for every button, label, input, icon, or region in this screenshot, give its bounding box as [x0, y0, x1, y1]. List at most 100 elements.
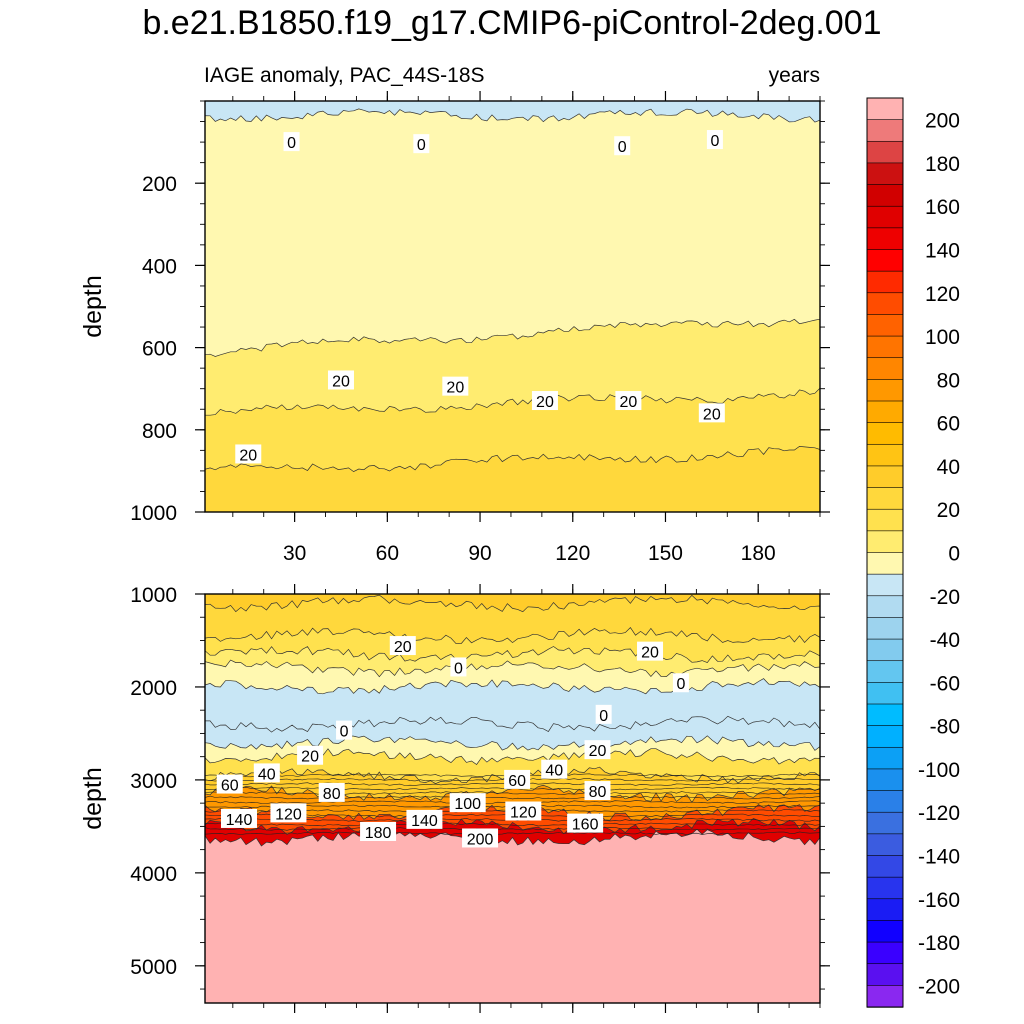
colorbar-label: 200 [925, 110, 960, 133]
contour-label-text: 180 [365, 825, 392, 842]
y-tick-label: 5000 [130, 956, 177, 979]
contour-label: 120 [505, 801, 542, 822]
contour-label-box [360, 821, 397, 841]
colorbar-box [866, 97, 904, 121]
colorbar-box [866, 292, 904, 316]
colorbar-box [866, 530, 904, 554]
colorbar-box [866, 617, 904, 640]
y-axis-label: depth [79, 767, 107, 830]
contour-label-box [595, 704, 612, 724]
colorbar-box [866, 573, 904, 597]
contour-label-box [462, 828, 499, 848]
contour-label: 20 [615, 391, 642, 411]
y-tick-label: 4000 [130, 863, 177, 886]
colorbar-box [866, 335, 904, 359]
colorbar-box [866, 249, 904, 272]
contour-label-box [615, 391, 642, 411]
x-tick-label: 120 [555, 542, 590, 565]
contour-label-text: 80 [323, 786, 341, 803]
contour-label: 60 [216, 774, 243, 795]
contour-label-text: 20 [641, 645, 659, 662]
lower-field [205, 594, 820, 1003]
colorbar-box [866, 985, 904, 1008]
colorbar-label: 120 [925, 283, 960, 306]
colorbar-box [866, 357, 904, 381]
y-tick-label: 2000 [130, 677, 177, 700]
y-tick-label: 1000 [130, 502, 177, 525]
contour-label-box [449, 793, 486, 813]
contour-label: 0 [706, 130, 723, 150]
colorbar-box [866, 508, 904, 532]
contour-label-text: 20 [446, 380, 464, 397]
y-tick-label: 1000 [130, 584, 177, 607]
contour-label-text: 200 [467, 831, 494, 848]
left-string: IAGE anomaly, PAC_44S-18S [204, 64, 485, 87]
contour-label-box [450, 657, 467, 677]
contour-label-box [584, 740, 611, 760]
colorbar-label: 180 [925, 153, 960, 176]
colorbar-box [866, 725, 904, 748]
contour-label-box [505, 801, 542, 821]
colorbar-box [866, 205, 904, 229]
colorbar-box [866, 595, 904, 619]
y-tick-label: 3000 [130, 770, 177, 793]
contour-label-text: 20 [619, 394, 637, 411]
lower-contour-band [205, 828, 820, 1003]
colorbar-frame [866, 97, 904, 1008]
colorbar-label: -100 [918, 759, 960, 782]
y-tick-label: 600 [142, 338, 177, 361]
contour-label: 40 [253, 763, 280, 783]
contour-label: 160 [567, 813, 604, 834]
colorbar-box [866, 119, 904, 142]
colorbar-box [866, 314, 904, 337]
contour-label-box [253, 763, 280, 783]
contour-label-text: 40 [545, 763, 563, 780]
upper-contour-band [205, 446, 820, 512]
lower-contour-line [205, 831, 820, 836]
colorbar-label: -140 [918, 846, 960, 869]
lower-contour-line [205, 791, 820, 796]
colorbar-box [866, 379, 904, 402]
contour-label-text: 20 [239, 447, 257, 464]
colorbar-label: 140 [925, 240, 960, 263]
contour-label-box [220, 808, 257, 828]
colorbar-box [866, 184, 904, 207]
contour-label-text: 60 [221, 778, 239, 795]
colorbar-box [866, 790, 904, 813]
colorbar: 200180160140120100806040200-20-40-60-80-… [866, 97, 960, 1008]
colorbar-label: -20 [930, 586, 960, 609]
contour-label-text: 20 [589, 743, 607, 760]
contour-label-text: 0 [599, 708, 608, 725]
contour-label: 20 [637, 641, 664, 662]
lower-contour-line [205, 826, 820, 831]
contour-label: 40 [541, 759, 568, 780]
colorbar-box [866, 140, 904, 164]
contour-label: 0 [595, 704, 612, 725]
contour-label-box [216, 774, 243, 794]
colorbar-label: -160 [918, 889, 960, 912]
colorbar-box [866, 552, 904, 575]
contour-label-text: 20 [301, 749, 319, 766]
colorbar-label: 80 [937, 369, 960, 392]
contour-label-text: 0 [417, 137, 426, 154]
contour-label-box [283, 132, 300, 152]
colorbar-box [866, 833, 904, 857]
contour-label: 140 [220, 808, 257, 829]
colorbar-label: 160 [925, 196, 960, 219]
upper-panel: 200 400 600 800 1000 depth 0 0 0 0 20 20 20 20 20 20 30 6… [79, 91, 830, 565]
colorbar-box [866, 400, 904, 424]
colorbar-label: 0 [948, 543, 960, 566]
colorbar-box [866, 465, 904, 489]
colorbar-box [866, 963, 904, 987]
colorbar-box [866, 811, 904, 835]
x-tick-label: 90 [468, 542, 491, 565]
contour-label: 20 [389, 636, 416, 656]
contour-label-box [698, 403, 725, 423]
contour-label: 20 [442, 376, 469, 397]
contour-label-text: 80 [589, 784, 607, 801]
contour-label: 0 [450, 657, 467, 677]
colorbar-box [866, 443, 904, 467]
colorbar-box [866, 227, 904, 251]
contour-label: 20 [531, 391, 558, 411]
